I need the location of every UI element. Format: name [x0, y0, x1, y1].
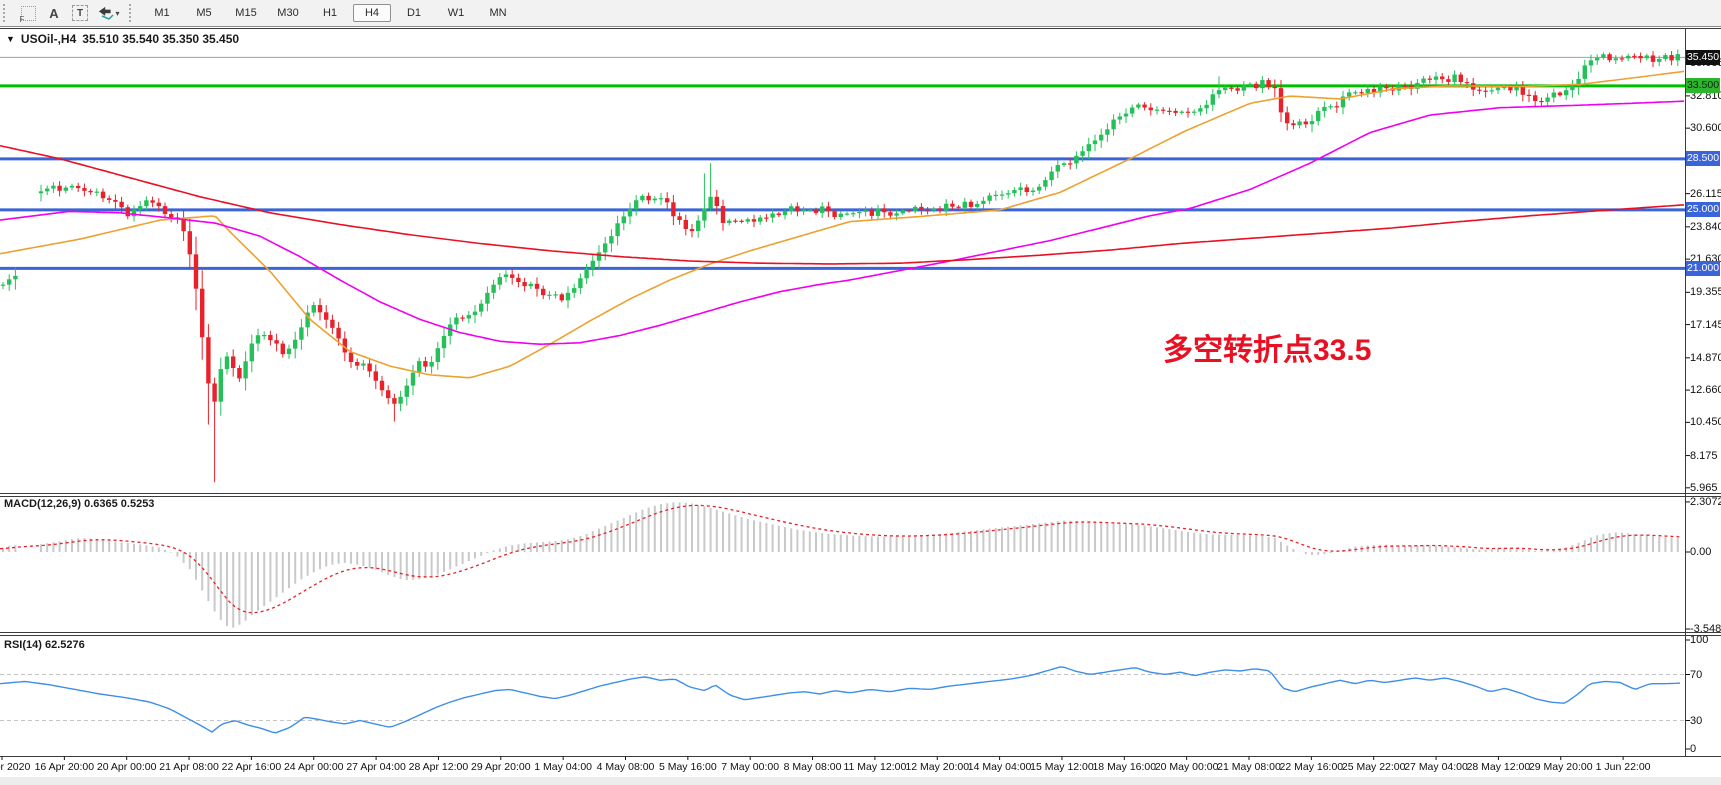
f-glyph: F: [19, 14, 25, 24]
chart-title: ▼ USOil-,H4 35.510 35.540 35.350 35.450: [6, 32, 239, 46]
tab-m30[interactable]: M30: [277, 7, 299, 19]
tab-mn[interactable]: MN: [489, 7, 507, 19]
tab-w1[interactable]: W1: [447, 7, 465, 19]
toolbar-grip[interactable]: [3, 4, 10, 22]
cursor-a-icon[interactable]: A: [42, 2, 66, 24]
macd-indicator-label: MACD(12,26,9) 0.6365 0.5253: [4, 498, 155, 510]
tab-m1[interactable]: M1: [154, 7, 170, 19]
toolbar-grip-2[interactable]: [129, 4, 136, 22]
text-label-icon[interactable]: T: [68, 2, 92, 24]
t-glyph: T: [72, 5, 88, 21]
chart-text-annotation: 多空转折点33.5: [1163, 334, 1372, 367]
chart-area[interactable]: 35.085 32.810 30.600 26.115 23.840 21.630 19.3…: [0, 28, 1721, 777]
tab-h1[interactable]: H1: [322, 7, 338, 19]
tab-h4[interactable]: H4: [353, 4, 391, 22]
dropdown-caret-icon: ▾: [115, 8, 120, 18]
ohlc-values: 35.510 35.540 35.350 35.450: [82, 32, 240, 46]
rsi-indicator-label: RSI(14) 62.5276: [4, 639, 85, 651]
symbol-timeframe: USOil-,H4: [20, 32, 77, 46]
arrows-glyph: [99, 6, 115, 20]
tab-m5[interactable]: M5: [196, 7, 212, 19]
price-chart[interactable]: [0, 28, 1721, 777]
toolbar: F A T ▾ M1 M5 M15 M30 H1 H4 D1 W1 MN: [0, 0, 1721, 27]
tab-d1[interactable]: D1: [406, 7, 422, 19]
window-bottom-strip: [0, 777, 1721, 785]
template-f-icon[interactable]: F: [16, 2, 40, 24]
symbol-dropdown-icon[interactable]: ▼: [6, 34, 15, 44]
tab-m15[interactable]: M15: [235, 7, 257, 19]
indicator-arrows-icon[interactable]: ▾: [94, 2, 124, 24]
a-glyph: A: [49, 5, 59, 21]
